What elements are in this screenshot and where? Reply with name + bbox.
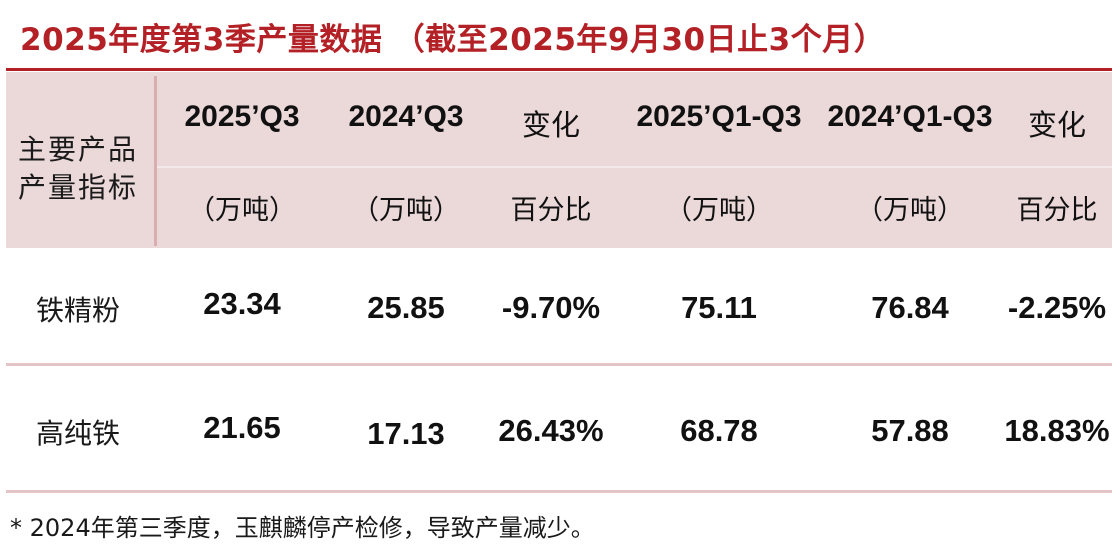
- unit-change-q1q3: 百分比: [1016, 195, 1098, 226]
- page-title: 2025年度第3季产量数据 （截至2025年9月30日止3个月）: [20, 22, 886, 58]
- table-bottom-border: [6, 490, 1112, 493]
- table-cell: 25.85: [367, 290, 445, 325]
- row-label-iron-concentrate: 铁精粉: [36, 294, 121, 327]
- unit-2025q3: （万吨）: [188, 195, 296, 226]
- row-separator: [6, 363, 1112, 366]
- table-cell: 26.43%: [498, 413, 604, 448]
- table-cell: 76.84: [871, 290, 949, 325]
- table-cell: 75.11: [681, 290, 757, 325]
- column-header-change-q1q3: 变化: [1027, 108, 1087, 142]
- table-cell: 57.88: [871, 413, 949, 448]
- unit-2024q3: （万吨）: [352, 195, 460, 226]
- column-header-2024q3: 2024’Q3: [348, 100, 464, 133]
- table-header: [6, 72, 1112, 248]
- footnote: * 2024年第三季度，玉麒麟停产检修，导致产量减少。: [10, 514, 595, 542]
- row-label-high-purity-iron: 高纯铁: [36, 417, 121, 450]
- table-cell: -2.25%: [1007, 290, 1107, 325]
- row-header-line1: 主要产品: [18, 133, 139, 166]
- title-underline: [6, 68, 1112, 71]
- table-cell: 23.34: [203, 286, 281, 321]
- table-cell: 17.13: [367, 416, 445, 451]
- table-cell: 18.83%: [1004, 413, 1110, 448]
- column-header-2024q1q3: 2024’Q1-Q3: [827, 100, 993, 133]
- header-row-divider: [157, 166, 1112, 168]
- table-cell: -9.70%: [501, 290, 601, 325]
- unit-change-q3: 百分比: [510, 195, 592, 226]
- unit-2024q1q3: （万吨）: [856, 195, 964, 226]
- header-divider: [154, 76, 157, 246]
- column-header-2025q1q3: 2025’Q1-Q3: [636, 100, 802, 133]
- table-cell: 21.65: [203, 410, 281, 445]
- column-header-2025q3: 2025’Q3: [184, 100, 300, 133]
- unit-2025q1q3: （万吨）: [665, 195, 773, 226]
- row-header-line2: 产量指标: [18, 171, 139, 204]
- table-cell: 68.78: [680, 413, 758, 448]
- column-header-change-q3: 变化: [521, 108, 581, 142]
